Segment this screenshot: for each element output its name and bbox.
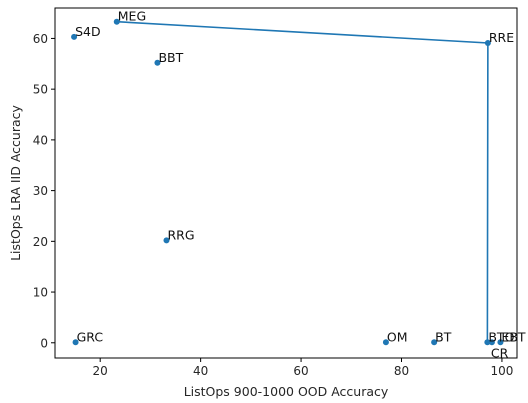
data-point — [484, 339, 491, 346]
y-tick-label: 10 — [33, 286, 48, 300]
y-axis-label: ListOps LRA IID Accuracy — [8, 104, 23, 260]
x-tick-label: 80 — [394, 364, 409, 378]
point-label: CR — [491, 345, 509, 360]
data-point — [488, 339, 495, 346]
point-label: BBT — [158, 50, 183, 65]
y-ticks-layer: 0 10 20 30 40 50 60 — [33, 32, 55, 350]
data-point — [497, 339, 504, 346]
data-point — [113, 18, 120, 25]
x-tick-label: 60 — [293, 364, 308, 378]
points-layer — [71, 18, 504, 346]
point-label: S4D — [75, 24, 101, 39]
data-point — [484, 40, 491, 46]
point-label: RRE — [489, 30, 514, 45]
x-axis-label: ListOps 900-1000 OOD Accuracy — [184, 384, 389, 399]
x-tick-label: 20 — [93, 364, 108, 378]
data-point — [71, 33, 78, 40]
y-tick-label: 20 — [33, 235, 48, 249]
y-tick-label: 60 — [33, 32, 48, 46]
y-tick-label: 50 — [33, 83, 48, 97]
x-tick-label: 100 — [490, 364, 513, 378]
point-label: GRC — [77, 329, 104, 344]
point-label: EBT — [501, 329, 525, 344]
data-point — [163, 237, 170, 244]
data-point — [382, 339, 389, 346]
point-label: MEG — [118, 9, 146, 24]
point-label: BT — [435, 329, 452, 344]
x-tick-label: 40 — [193, 364, 208, 378]
data-point — [431, 339, 438, 346]
x-ticks-layer: 20 40 60 80 100 — [93, 358, 513, 378]
data-point — [72, 339, 79, 346]
frontier-layer — [116, 20, 489, 343]
y-tick-label: 30 — [33, 184, 48, 198]
point-label: RRG — [167, 227, 194, 242]
y-tick-label: 40 — [33, 133, 48, 147]
point-label: OM — [387, 329, 408, 344]
frontier-line — [116, 20, 489, 343]
point-label: BTO — [488, 329, 514, 344]
data-point — [154, 59, 161, 66]
plot-frame — [54, 7, 518, 359]
y-tick-label: 0 — [40, 336, 48, 350]
